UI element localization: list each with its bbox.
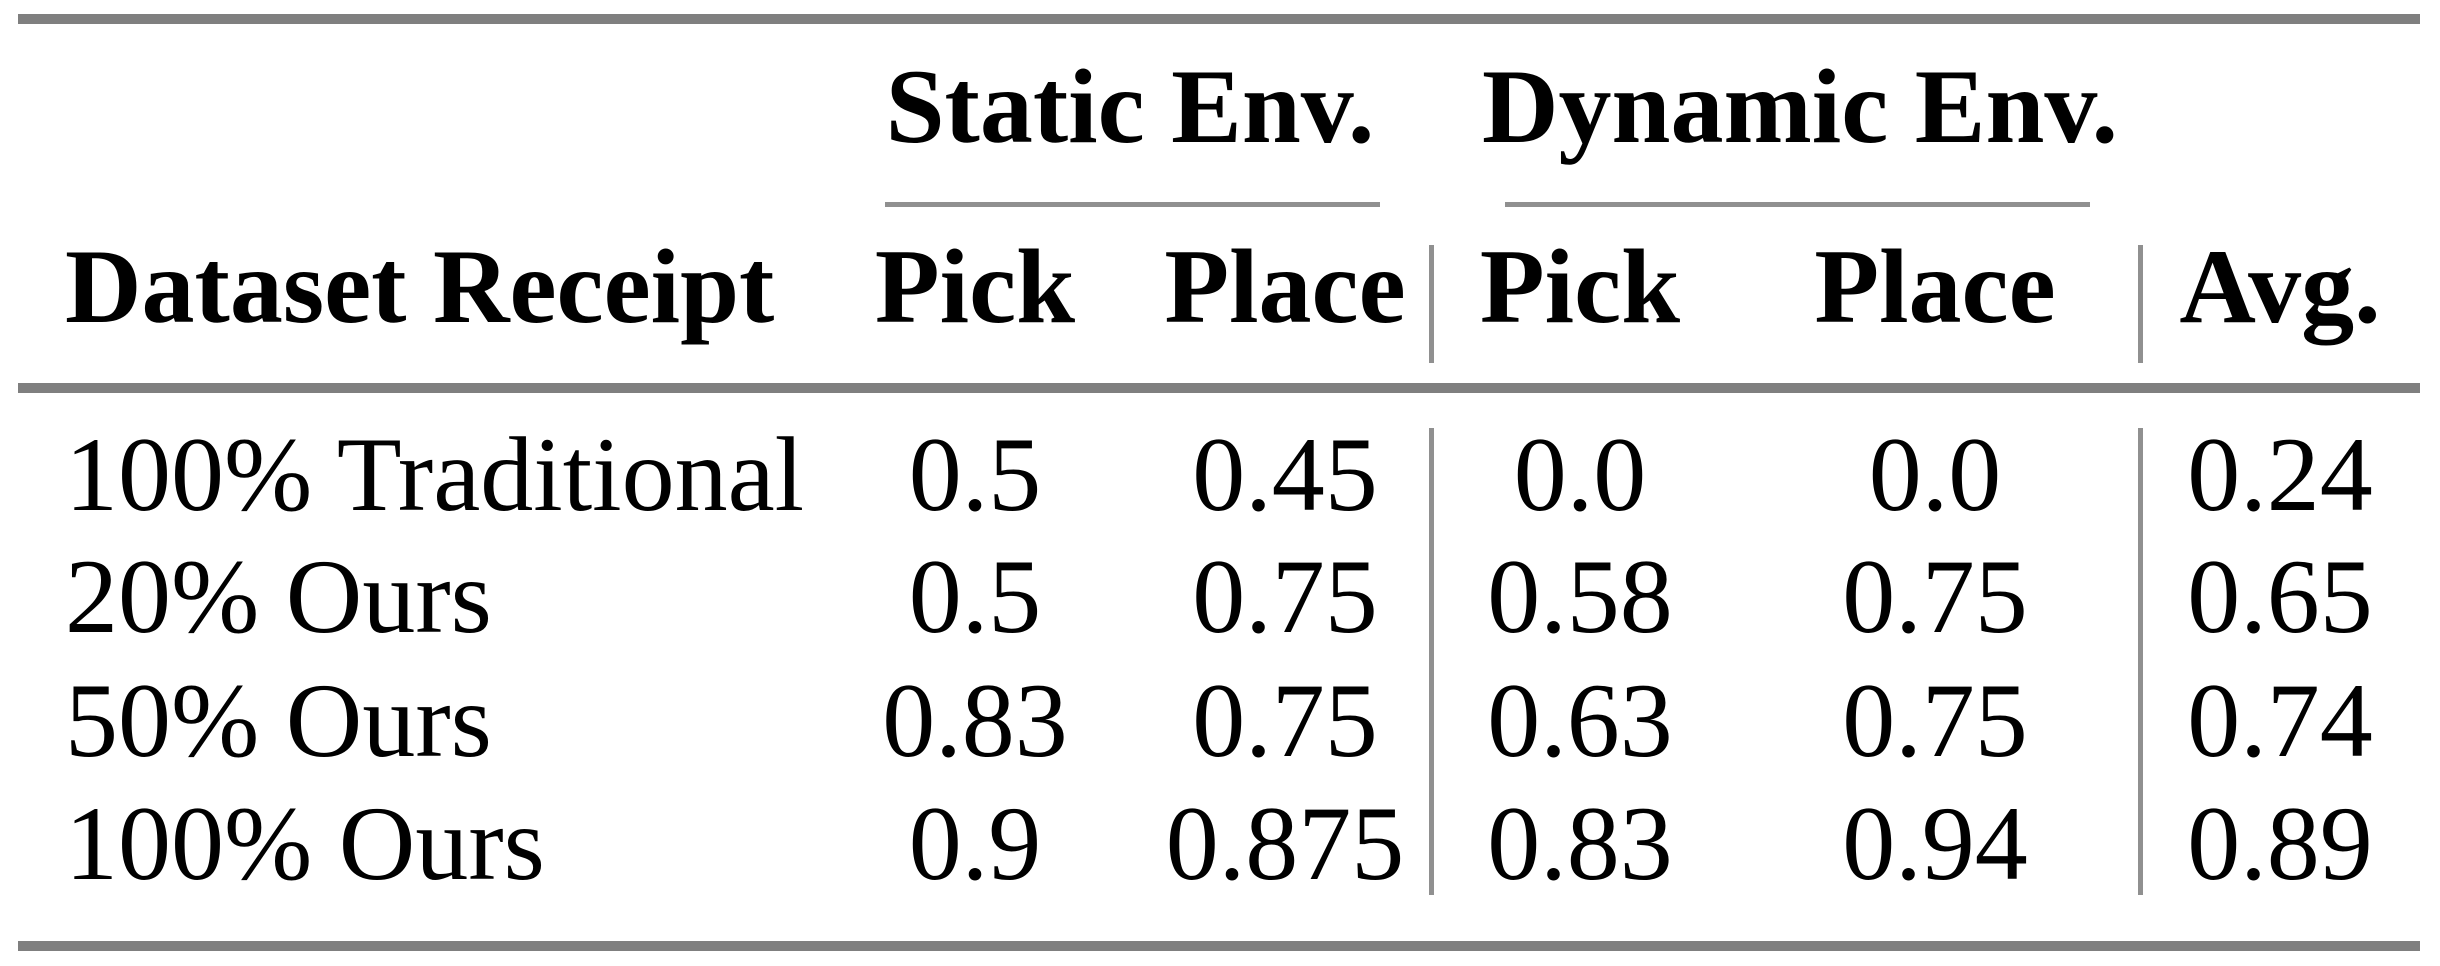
cell-static-pick: 0.5 [908,416,1042,533]
static-env-underline-rule [885,202,1380,207]
cell-dynamic-pick: 0.58 [1487,538,1673,655]
cell-static-place: 0.75 [1192,538,1378,655]
separator-static-dynamic-header [1429,245,1434,363]
cell-static-place: 0.45 [1192,416,1378,533]
cell-static-place: 0.875 [1165,785,1405,902]
row-label: 20% Ours [65,538,492,655]
column-header-dynamic-place: Place [1814,228,2056,345]
column-header-dataset-receipt: Dataset Receipt [65,228,775,345]
table-mid-rule [18,383,2420,393]
cell-dynamic-place: 0.75 [1842,662,2028,779]
cell-avg: 0.24 [2187,416,2373,533]
separator-dynamic-avg-header [2138,245,2143,363]
column-header-dynamic-pick: Pick [1479,228,1681,345]
column-header-avg: Avg. [2179,228,2381,345]
column-header-static-place: Place [1164,228,1406,345]
cell-dynamic-place: 0.75 [1842,538,2028,655]
separator-static-dynamic-body [1429,428,1434,895]
cell-dynamic-pick: 0.83 [1487,785,1673,902]
cell-dynamic-place: 0.94 [1842,785,2028,902]
cell-static-pick: 0.83 [882,662,1068,779]
cell-static-pick: 0.5 [908,538,1042,655]
cell-avg: 0.74 [2187,662,2373,779]
row-label: 100% Ours [65,785,545,902]
group-header-static-env: Static Env. [885,48,1375,165]
cell-dynamic-pick: 0.63 [1487,662,1673,779]
table-bottom-rule [18,941,2420,951]
cell-static-pick: 0.9 [908,785,1042,902]
cell-static-place: 0.75 [1192,662,1378,779]
cell-dynamic-place: 0.0 [1868,416,2002,533]
column-header-static-pick: Pick [874,228,1076,345]
table-top-rule [18,14,2420,24]
group-header-dynamic-env: Dynamic Env. [1481,48,2119,165]
cell-dynamic-pick: 0.0 [1513,416,1647,533]
row-label: 100% Traditional [65,416,805,533]
separator-dynamic-avg-body [2138,428,2143,895]
row-label: 50% Ours [65,662,492,779]
cell-avg: 0.89 [2187,785,2373,902]
cell-avg: 0.65 [2187,538,2373,655]
dynamic-env-underline-rule [1505,202,2090,207]
